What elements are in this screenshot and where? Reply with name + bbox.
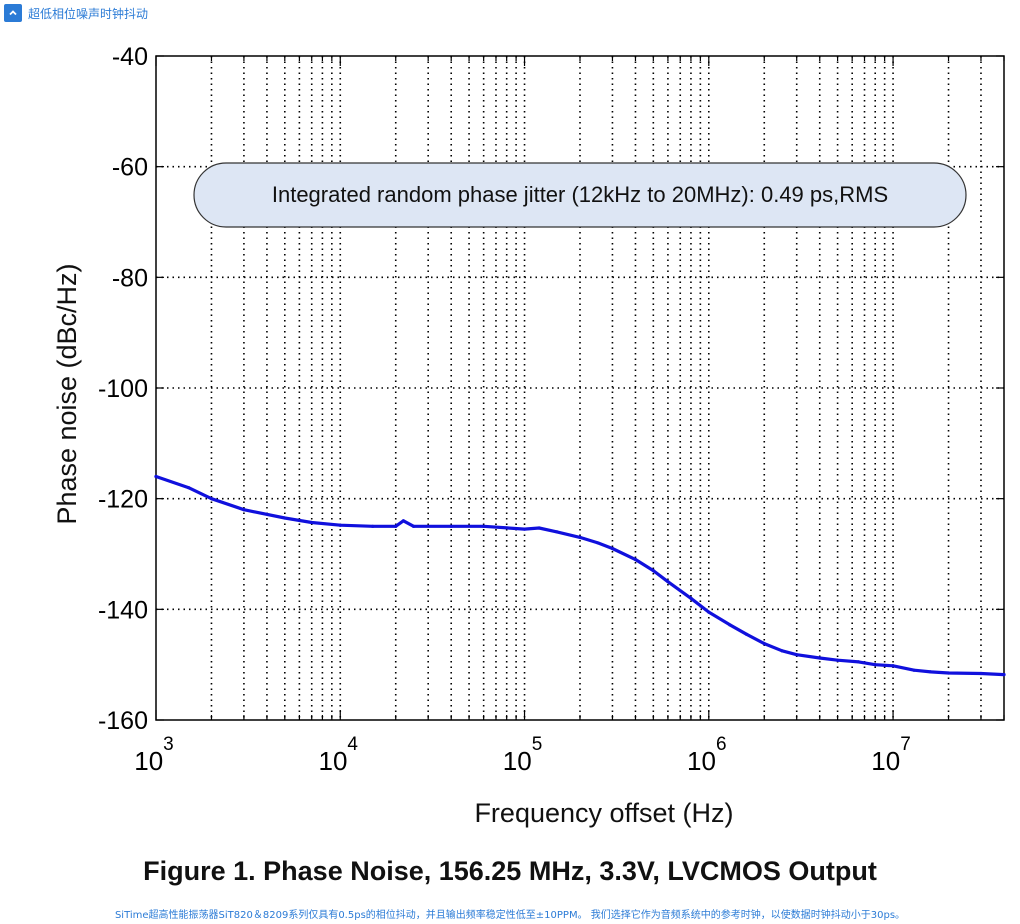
data-point xyxy=(762,642,766,646)
data-point xyxy=(633,557,638,562)
data-point xyxy=(666,580,670,584)
x-axis-label: Frequency offset (Hz) xyxy=(474,798,733,828)
x-tick-label: 103 xyxy=(134,734,174,776)
x-tick-label: 107 xyxy=(871,734,911,776)
x-tick-label: 104 xyxy=(319,734,359,776)
data-point xyxy=(707,610,711,614)
data-point xyxy=(411,524,416,528)
data-point xyxy=(482,524,486,528)
annotation-box xyxy=(193,162,967,228)
data-point xyxy=(537,526,541,530)
data-point xyxy=(242,508,246,512)
data-point xyxy=(578,535,582,540)
figure-caption: Figure 1. Phase Noise, 156.25 MHz, 3.3V,… xyxy=(143,856,877,886)
data-point xyxy=(209,497,214,501)
y-tick-label: -120 xyxy=(98,486,148,514)
data-point xyxy=(728,623,732,627)
data-point xyxy=(401,519,405,523)
data-point xyxy=(873,663,877,667)
annotation-text: Integrated random phase jitter (12kHz to… xyxy=(272,182,888,207)
y-tick-label: -160 xyxy=(98,707,148,735)
data-point xyxy=(979,671,983,676)
y-tick-label: -60 xyxy=(112,154,148,182)
data-point xyxy=(596,541,600,545)
y-tick-label: -40 xyxy=(112,43,148,71)
data-point xyxy=(449,524,453,528)
data-point xyxy=(818,656,822,660)
data-point xyxy=(891,664,895,668)
x-tick-label: 106 xyxy=(687,734,727,776)
data-point xyxy=(780,649,784,653)
y-tick-label: -80 xyxy=(112,264,148,292)
data-point xyxy=(946,671,951,675)
y-tick-label: -140 xyxy=(98,596,148,624)
section-header[interactable]: 超低相位噪声时钟抖动 xyxy=(4,2,148,24)
data-point xyxy=(283,516,287,520)
data-point xyxy=(1002,673,1006,677)
data-point xyxy=(912,668,916,672)
data-point xyxy=(394,524,398,528)
data-point xyxy=(929,670,933,674)
data-point xyxy=(310,520,314,525)
data-point xyxy=(154,474,158,479)
data-point xyxy=(555,530,559,534)
footer-note: SiTime超高性能振荡器SiT820＆8209系列仅具有0.5ps的相位抖动，… xyxy=(114,910,906,921)
data-point xyxy=(856,660,861,664)
data-point xyxy=(371,524,375,528)
x-tick-label: 105 xyxy=(503,734,543,776)
jitter-annotation: Integrated random phase jitter (12kHz to… xyxy=(193,162,967,228)
y-tick-label: -100 xyxy=(98,375,148,403)
data-point xyxy=(186,486,191,490)
y-axis-label: Phase noise (dBc/Hz) xyxy=(52,263,82,524)
data-point xyxy=(651,569,655,573)
section-title[interactable]: 超低相位噪声时钟抖动 xyxy=(28,6,149,21)
data-point xyxy=(689,596,693,600)
data-point xyxy=(522,527,527,531)
data-point xyxy=(338,523,342,527)
data-point xyxy=(835,658,840,662)
chevron-up-icon[interactable] xyxy=(4,4,22,22)
data-point xyxy=(610,546,615,551)
data-point xyxy=(744,632,749,636)
data-point xyxy=(795,653,799,657)
